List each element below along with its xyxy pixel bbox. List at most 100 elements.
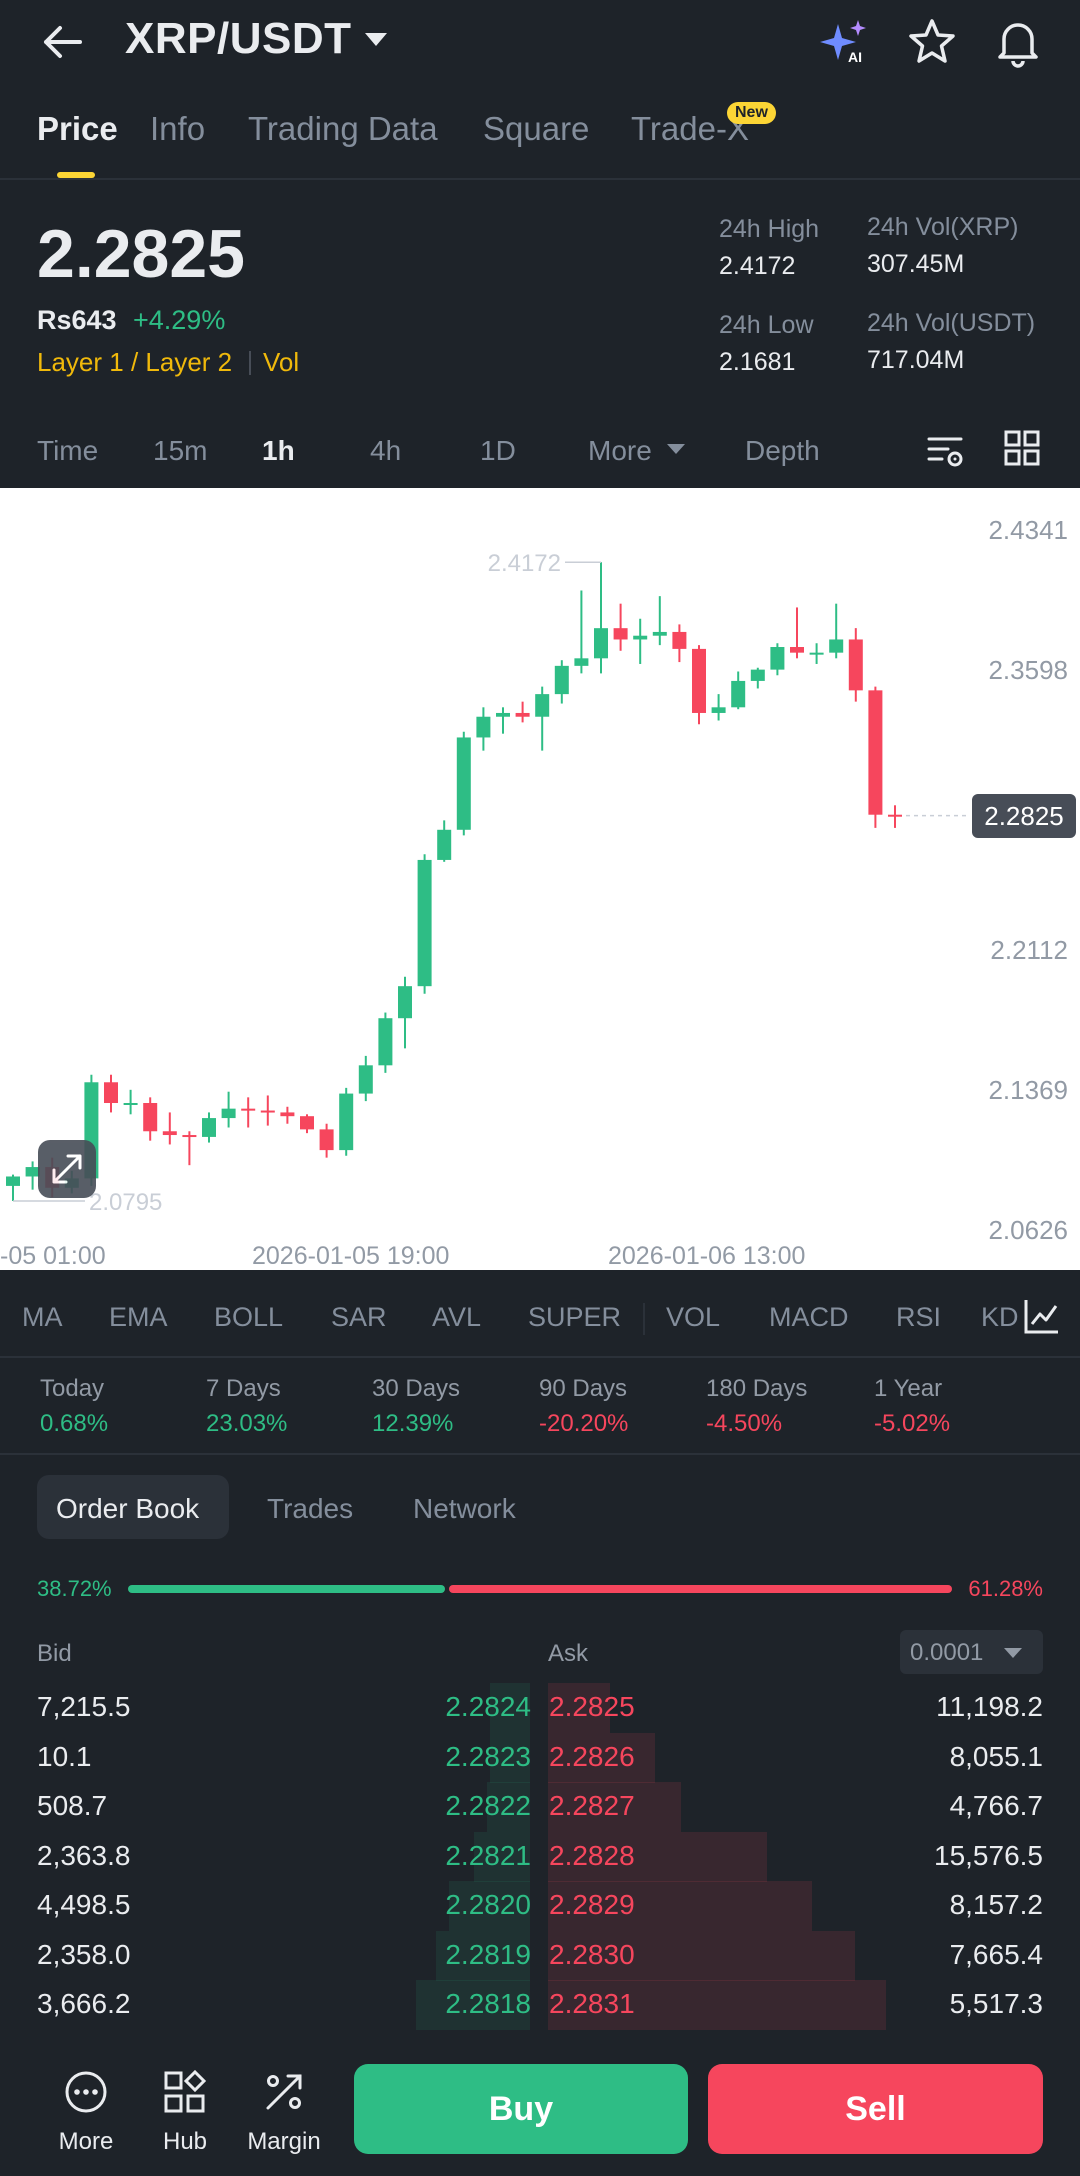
bid-quantity: 508.7	[37, 1790, 108, 1821]
high-value: 2.4172	[719, 252, 796, 280]
tab-square[interactable]: Square	[483, 110, 590, 147]
candle	[652, 596, 667, 646]
tab-trading-data[interactable]: Trading Data	[248, 110, 438, 147]
chevron-down-icon	[365, 32, 388, 46]
active-tab-indicator	[57, 172, 95, 178]
category-tag[interactable]: Layer 1 / Layer 2	[37, 347, 233, 377]
extreme-price-label: 2.4172	[488, 550, 561, 577]
tab-info[interactable]: Info	[150, 110, 206, 147]
performance-label: Today	[40, 1375, 105, 1402]
candle	[221, 1091, 236, 1128]
tab-network[interactable]: Network	[413, 1493, 516, 1524]
star-icon[interactable]	[906, 16, 958, 68]
order-book-row[interactable]: 2,363.8 2.2821 2.2828 15,576.5	[0, 1832, 1080, 1882]
back-arrow-icon[interactable]	[40, 20, 84, 64]
buy-button[interactable]: Buy	[354, 2064, 688, 2154]
tf-1d[interactable]: 1D	[480, 435, 516, 466]
candle	[633, 618, 648, 664]
performance-value: 23.03%	[206, 1410, 288, 1437]
pair-selector[interactable]: XRP/USDT	[125, 14, 388, 64]
ask-quantity: 7,665.4	[949, 1938, 1043, 1970]
candle	[123, 1089, 138, 1115]
tf-time[interactable]: Time	[37, 435, 99, 466]
expand-icon	[52, 1154, 82, 1184]
bid-quantity: 4,498.5	[37, 1889, 131, 1920]
order-book-row[interactable]: 10.1 2.2823 2.2826 8,055.1	[0, 1733, 1080, 1783]
chart-settings-icon[interactable]	[926, 432, 964, 470]
bid-depth-bar	[436, 1930, 530, 1981]
candle	[25, 1161, 40, 1190]
hub-grid-icon	[164, 2070, 207, 2113]
candle	[692, 645, 706, 725]
tab-price[interactable]: Price	[37, 110, 118, 147]
sell-button[interactable]: Sell	[708, 2064, 1043, 2154]
bid-price: 2.2819	[445, 1938, 531, 1970]
indicator-ema[interactable]: EMA	[109, 1302, 168, 1332]
ask-price: 2.2826	[549, 1740, 635, 1772]
expand-chart-button[interactable]	[38, 1140, 96, 1198]
order-book-row[interactable]: 2,358.0 2.2819 2.2830 7,665.4	[0, 1931, 1080, 1981]
bid-depth-bar	[449, 1881, 530, 1931]
indicator-boll[interactable]: BOLL	[214, 1302, 284, 1332]
candle	[515, 701, 530, 723]
candle	[829, 603, 844, 659]
candle	[476, 707, 491, 751]
vol-tag[interactable]: Vol	[263, 347, 300, 377]
performance-label: 30 Days	[372, 1375, 461, 1402]
indicator-rsi[interactable]: RSI	[896, 1302, 942, 1332]
svg-text:AI: AI	[848, 49, 862, 65]
candle	[554, 660, 569, 704]
ai-sparkle-icon[interactable]: AI	[818, 16, 870, 68]
tf-depth[interactable]: Depth	[745, 435, 820, 466]
order-book-row[interactable]: 3,666.2 2.2818 2.2831 5,517.3	[0, 1980, 1080, 2030]
tab-order-book[interactable]: Order Book	[56, 1493, 200, 1524]
tf-1h[interactable]: 1h	[262, 435, 295, 466]
precision-select[interactable]: 0.0001	[900, 1630, 1043, 1674]
tf-4h[interactable]: 4h	[370, 435, 402, 466]
candle	[456, 731, 471, 836]
indicator-sar[interactable]: SAR	[331, 1302, 387, 1332]
divider	[0, 178, 1080, 180]
bid-price: 2.2818	[445, 1988, 531, 2019]
x-tick-label: 2026-01-06 13:00	[608, 1242, 806, 1270]
indicator-kd[interactable]: KD	[981, 1302, 1019, 1332]
bid-depth-bar	[489, 1732, 530, 1783]
candle	[888, 805, 902, 828]
ask-price: 2.2825	[549, 1691, 635, 1722]
page-tabs: Price Info Trading Data Square Trade-X	[0, 100, 1080, 180]
ask-price: 2.2829	[549, 1889, 635, 1920]
tf-more[interactable]: More	[588, 435, 652, 466]
indicator-ma[interactable]: MA	[22, 1302, 63, 1332]
bell-icon[interactable]	[992, 16, 1044, 68]
candle	[868, 686, 883, 828]
tag-separator	[249, 351, 251, 375]
indicator-super[interactable]: SUPER	[528, 1302, 622, 1332]
tf-15m[interactable]: 15m	[153, 435, 208, 466]
candle	[809, 643, 824, 664]
performance-label: 90 Days	[539, 1375, 628, 1402]
indicator-separator	[643, 1303, 645, 1335]
candle	[711, 694, 726, 721]
candle	[398, 976, 412, 1049]
divider	[0, 1356, 1080, 1358]
performance-value: 12.39%	[372, 1410, 454, 1437]
ask-ratio: 61.28%	[968, 1576, 1043, 1601]
indicator-settings-icon[interactable]	[1022, 1296, 1062, 1336]
candle	[241, 1097, 256, 1128]
order-book-row[interactable]: 508.7 2.2822 2.2827 4,766.7	[0, 1782, 1080, 1832]
layout-grid-icon[interactable]	[1004, 430, 1040, 466]
ask-ratio-bar	[449, 1585, 952, 1593]
vol-quote-value: 717.04M	[867, 346, 965, 374]
indicator-avl[interactable]: AVL	[432, 1302, 482, 1332]
bid-quantity: 2,358.0	[37, 1938, 131, 1970]
indicator-macd[interactable]: MACD	[769, 1302, 849, 1332]
order-book-row[interactable]: 4,498.5 2.2820 2.2829 8,157.2	[0, 1881, 1080, 1931]
indicator-vol[interactable]: VOL	[666, 1302, 721, 1332]
ask-depth-bar	[548, 1683, 611, 1733]
tab-trades[interactable]: Trades	[267, 1493, 354, 1524]
candle	[143, 1097, 158, 1141]
ask-quantity: 8,157.2	[949, 1889, 1043, 1920]
performance-label: 1 Year	[874, 1375, 943, 1402]
order-book-row[interactable]: 7,215.5 2.2824 2.2825 11,198.2	[0, 1683, 1080, 1733]
